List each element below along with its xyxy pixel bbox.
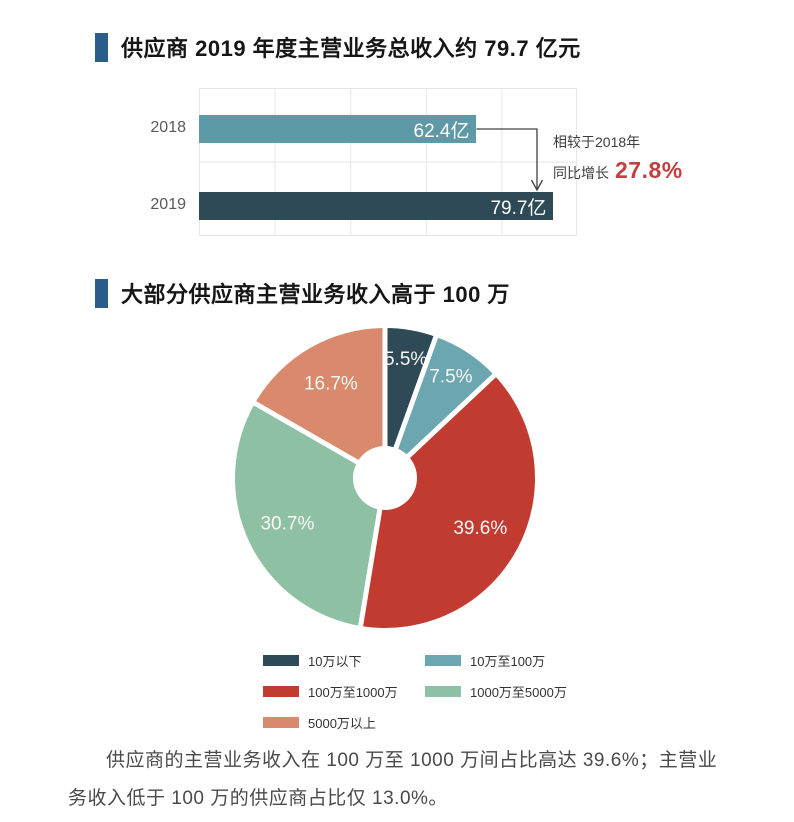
legend-label: 1000万至5000万 [470, 685, 567, 700]
donut-hole [353, 446, 417, 510]
legend-swatch-icon [263, 686, 299, 697]
pie-slice-4 [254, 328, 385, 478]
pie-slice-label-1: 7.5% [429, 367, 472, 388]
legend-item-3: 1000万至5000万 [425, 682, 567, 701]
legend-swatch-icon [263, 717, 299, 728]
growth-arrow-icon [476, 128, 544, 192]
pie-legend: 10万以下 10万至100万 100万至1000万 1000万至5000万 5000万以… [263, 651, 567, 732]
bar-section-title-text: 供应商 2019 年度主营业务总收入约 79.7 亿元 [121, 36, 581, 61]
legend-label: 100万至1000万 [308, 685, 398, 700]
pie-slice-label-3: 30.7% [260, 513, 314, 534]
pie-slice-label-4: 16.7% [304, 374, 358, 395]
pie-slice-1 [385, 336, 495, 478]
summary-paragraph: 供应商的主营业务收入在 100 万至 1000 万间占比高达 39.6%；主营业… [68, 750, 718, 809]
annotation-line1: 相较于2018年 [553, 134, 641, 150]
legend-label: 5000万以上 [308, 716, 376, 731]
legend-item-4: 5000万以上 [263, 713, 425, 732]
legend-label: 10万至100万 [470, 654, 546, 669]
bar-2019: 79.7亿 [199, 192, 554, 220]
title-bullet-icon [95, 32, 108, 62]
legend-swatch-icon [425, 686, 461, 697]
growth-percentage: 27.8% [615, 157, 683, 183]
pie-slice-2 [360, 375, 535, 628]
annotation-prefix: 同比增长 [553, 165, 609, 181]
legend-item-0: 10万以下 [263, 651, 425, 670]
title-bullet-icon [95, 278, 108, 308]
annotation-line2: 同比增长 27.8% [553, 157, 683, 184]
pie-slice-label-0: 5.5% [384, 349, 427, 370]
donut-chart: 5.5%7.5% 39.6% 30.7% 16.7% [235, 325, 535, 630]
pie-slice-label-2: 39.6% [453, 518, 507, 539]
legend-item-2: 100万至1000万 [263, 682, 425, 701]
bar-chart: 2018 2019 62.4亿 79.7亿 相较于2018年 同比增长 27.8… [0, 88, 794, 258]
legend-swatch-icon [263, 655, 299, 666]
bar-section-title: 供应商 2019 年度主营业务总收入约 79.7 亿元 [95, 31, 581, 63]
growth-annotation: 相较于2018年 同比增长 27.8% [553, 132, 683, 184]
bar-2018: 62.4亿 [199, 115, 477, 143]
axis-label-2018: 2018 [150, 119, 186, 136]
bar-2019-value-label: 79.7亿 [490, 197, 547, 219]
axis-label-2019: 2019 [150, 196, 186, 213]
legend-item-1: 10万至100万 [425, 651, 567, 670]
legend-label: 10万以下 [308, 654, 362, 669]
legend-swatch-icon [425, 655, 461, 666]
pie-section-title: 大部分供应商主营业务收入高于 100 万 [95, 277, 510, 309]
pie-section-title-text: 大部分供应商主营业务收入高于 100 万 [121, 282, 510, 307]
bar-2018-value-label: 62.4亿 [413, 120, 470, 142]
